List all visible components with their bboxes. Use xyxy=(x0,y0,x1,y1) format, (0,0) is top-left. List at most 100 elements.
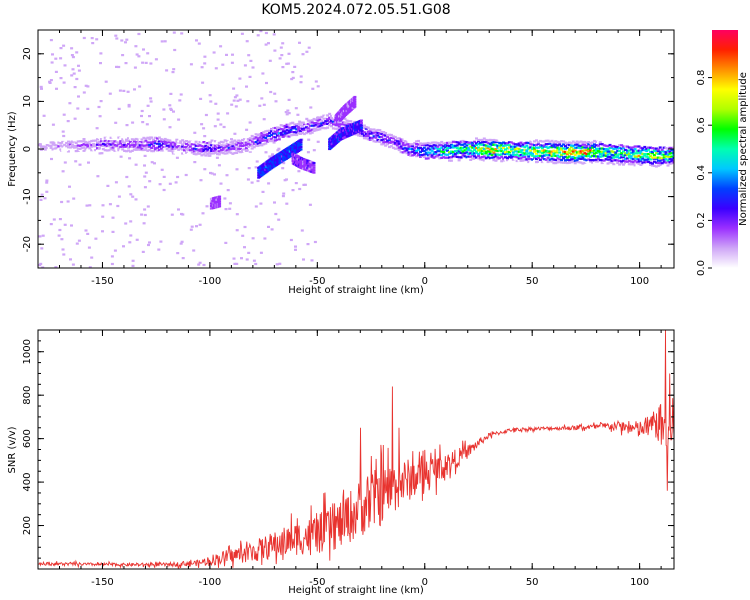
spectrogram-ridge-cell xyxy=(457,141,461,144)
spectrogram-ridge-cell xyxy=(119,140,123,143)
spectrogram-ridge-cell xyxy=(608,161,612,164)
spectrogram-ridge-cell xyxy=(328,118,332,121)
spectrogram-ridge-cell xyxy=(635,164,639,167)
spectrogram-ridge-cell xyxy=(672,153,674,156)
spectrogram-ridge-cell xyxy=(662,161,666,164)
spectrogram-speckle xyxy=(62,44,66,47)
spectrogram-ridge-cell xyxy=(181,148,185,151)
spectrogram-ridge-cell xyxy=(80,144,84,147)
spectrogram-ridge-cell xyxy=(593,155,596,158)
spectrogram-ridge-cell xyxy=(511,145,515,148)
spectrogram-ridge-cell xyxy=(664,164,668,167)
spectrogram-speckle xyxy=(230,61,234,64)
spectrogram-ridge-cell xyxy=(614,155,618,159)
spectrogram-speckle xyxy=(200,123,204,126)
spectrogram-speckle xyxy=(203,62,207,65)
spectrogram-ridge-cell xyxy=(596,144,600,147)
spectrogram-ridge-cell xyxy=(391,142,395,145)
spectrogram-speckle xyxy=(215,156,219,159)
spectrogram-speckle xyxy=(146,104,150,107)
spectrogram-ridge-cell xyxy=(593,145,596,148)
spectrogram-speckle xyxy=(162,118,166,121)
snr-ytick-label: 1000 xyxy=(22,339,33,364)
spectrogram-ridge-cell xyxy=(593,149,596,152)
spectrogram-speckle xyxy=(316,140,320,143)
spectrogram-ridge-cell xyxy=(484,152,488,155)
spectrogram-ridge-cell xyxy=(134,141,138,144)
spectrogram-speckle xyxy=(249,59,253,62)
spectrogram-ridge-cell xyxy=(565,161,569,165)
spectrogram-ridge-cell xyxy=(140,144,144,147)
spectrogram-ridge-cell xyxy=(134,147,138,150)
spectrogram-ridge-cell xyxy=(78,137,82,140)
spectrogram-ridge-cell xyxy=(179,145,183,148)
spectrogram-ridge-cell xyxy=(233,139,237,142)
spectrogram-speckle xyxy=(137,32,141,36)
spectrogram-speckle xyxy=(61,130,65,133)
spectrogram-speckle xyxy=(285,113,289,116)
spectrogram-ridge-cell xyxy=(660,157,664,160)
spectrogram-ridge-cell xyxy=(167,146,171,149)
spectrogram-speckle xyxy=(52,218,56,221)
spectrogram-ridge-cell xyxy=(585,152,589,156)
spectrogram-ridge-cell xyxy=(389,133,393,137)
spectrogram-ridge-cell xyxy=(594,147,598,150)
spectrogram-ridge-cell xyxy=(488,148,492,151)
spectrogram-ridge-cell xyxy=(378,132,382,135)
spectrogram-ridge-cell xyxy=(92,145,96,148)
spectrogram-ridge-cell xyxy=(550,150,554,153)
spectrogram-speckle xyxy=(245,128,249,131)
spectrogram-ridge-cell xyxy=(239,144,243,147)
snr-xtick-label: -150 xyxy=(91,577,114,588)
spectrogram-ridge-cell xyxy=(76,144,80,147)
spectrogram-ridge-cell xyxy=(575,146,579,149)
spectrogram-speckle xyxy=(293,65,297,68)
spectrogram-ridge-cell xyxy=(507,144,511,147)
spectrogram-speckle xyxy=(216,118,220,121)
spectrogram-ridge-cell xyxy=(304,121,308,124)
spectrogram-ridge-cell xyxy=(138,144,142,147)
spectrogram-ridge-cell xyxy=(273,130,277,133)
spectrogram-ridge-cell xyxy=(527,141,531,145)
spectrogram-ridge-cell xyxy=(517,150,521,153)
spectrogram-ridge-cell xyxy=(471,157,475,160)
colorbar: 0.00.20.40.60.8 Normalized spectral ampl… xyxy=(696,30,749,276)
spectrogram-ridge-cell xyxy=(241,144,244,148)
spectrogram-ridge-cell xyxy=(258,136,262,139)
snr-ytick-label: 600 xyxy=(22,429,33,448)
spectrogram-ridge-cell xyxy=(409,145,413,148)
spectrogram-ridge-cell xyxy=(96,147,99,150)
spectrogram-ridge-cell xyxy=(652,149,656,152)
spectrogram-ridge-cell xyxy=(571,156,575,159)
snr-xtick-label: 100 xyxy=(630,577,649,588)
spectrogram-ridge-cell xyxy=(130,142,134,145)
spectrogram-ridge-cell xyxy=(567,161,571,164)
spectrogram-ridge-cell xyxy=(281,133,285,136)
spectrogram-ridge-cell xyxy=(585,145,589,148)
spectrogram-ridge-cell xyxy=(622,147,625,150)
spectrogram-speckle xyxy=(142,48,145,51)
spectrogram-ridge-cell xyxy=(544,153,548,157)
spectrogram-ridge-cell xyxy=(492,141,496,144)
spectrogram-ridge-cell xyxy=(469,145,473,148)
spectrogram-speckle xyxy=(116,204,120,208)
spectrogram-ridge-cell xyxy=(295,123,299,126)
spectrogram-ridge-cell xyxy=(490,143,494,146)
spectrogram-branch-cell xyxy=(359,119,363,122)
spectrogram-ridge-cell xyxy=(496,139,500,142)
spectrogram-ridge-cell xyxy=(469,152,473,155)
spectrogram-ridge-cell xyxy=(606,162,610,165)
spectrogram-speckle xyxy=(308,203,312,206)
spectrogram-ridge-cell xyxy=(583,152,587,155)
spectrogram-speckle xyxy=(110,255,114,258)
spectrogram-speckle xyxy=(235,168,239,171)
spectrogram-ridge-cell xyxy=(451,155,455,158)
spectrogram-ridge-cell xyxy=(231,143,235,146)
spectrogram-ridge-cell xyxy=(480,138,484,142)
spectrogram-ridge-cell xyxy=(80,136,84,140)
spectrogram-ridge-cell xyxy=(641,157,645,160)
spectrogram-ridge-cell xyxy=(308,132,312,135)
spectrogram-ridge-cell xyxy=(560,140,564,143)
spectrogram-ridge-cell xyxy=(513,148,517,151)
spectrogram-ridge-cell xyxy=(647,148,651,151)
